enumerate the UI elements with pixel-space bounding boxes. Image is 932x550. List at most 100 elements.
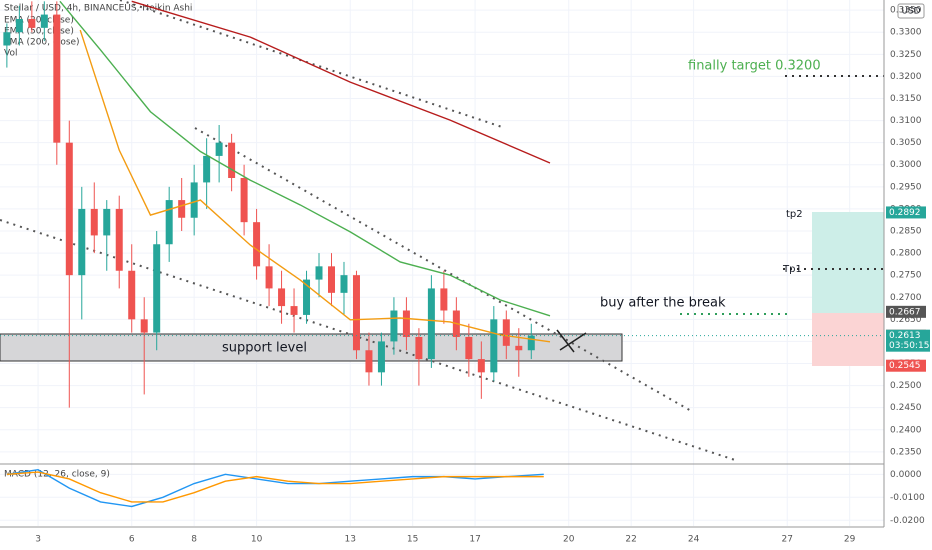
- candle-body: [153, 244, 161, 333]
- candle-body: [352, 275, 360, 351]
- tp2-label: tp2: [786, 209, 803, 220]
- y-tick-label: 0.3100: [890, 116, 922, 126]
- candle-body: [128, 270, 136, 320]
- candle-body: [515, 345, 523, 351]
- candle-body: [365, 350, 373, 373]
- x-tick-label: 27: [782, 535, 793, 545]
- candle-body: [402, 310, 410, 338]
- candle-body: [290, 306, 298, 315]
- ema-line: [79, 29, 551, 343]
- x-tick-label: 13: [345, 535, 356, 545]
- cross-drawing: [556, 329, 587, 353]
- x-tick-label: 8: [191, 535, 197, 545]
- x-tick-label: 22: [625, 535, 636, 545]
- candle-body: [78, 208, 86, 276]
- candle-body: [3, 32, 11, 46]
- candle-body: [390, 310, 398, 342]
- candle-body: [53, 14, 61, 143]
- x-tick-label: 10: [251, 535, 263, 545]
- candle-body: [115, 208, 123, 271]
- candle-body: [65, 142, 73, 276]
- y-tick-label: 0.3200: [890, 72, 922, 82]
- y-tick-label: 0.2500: [890, 381, 922, 391]
- candle-body: [215, 142, 223, 156]
- candle-body: [465, 337, 473, 360]
- candle-body: [415, 337, 423, 360]
- candle-body: [190, 182, 198, 218]
- indicator-label: Vol: [4, 49, 17, 59]
- y-tick-label: 0.2700: [890, 293, 922, 303]
- candle-body: [278, 288, 286, 307]
- macd-line: [6, 471, 544, 503]
- x-tick-label: 15: [407, 535, 418, 545]
- candle-body: [340, 275, 348, 293]
- loss-zone: [812, 313, 884, 366]
- candle-body: [203, 155, 211, 183]
- ema-line: [59, 0, 551, 317]
- candle-body: [253, 222, 261, 267]
- y-tick-label: -0.0100: [890, 493, 925, 503]
- profit-zone: [812, 212, 884, 313]
- price-label-box: [886, 359, 926, 372]
- candle-body: [502, 319, 510, 346]
- price-label: 0.2892: [889, 208, 921, 218]
- candle-body: [490, 319, 498, 373]
- indicator-label: EMA (20, close): [4, 16, 74, 26]
- candle-body: [178, 200, 186, 218]
- support-label: support level: [222, 341, 307, 356]
- candle-body: [103, 208, 111, 236]
- currency[interactable]: USD: [901, 7, 920, 17]
- trendline: [0, 219, 736, 461]
- chart-title: Stellar / USD, 4h, BINANCEUS, Heikin Ash…: [4, 4, 192, 14]
- y-tick-label: 0.2650: [890, 315, 922, 325]
- tp1-label: Tp1: [782, 264, 802, 275]
- trendline: [194, 127, 694, 413]
- price-label: 0.2545: [889, 361, 921, 371]
- y-tick-label: 0.3000: [890, 160, 922, 170]
- candle-body: [140, 319, 148, 333]
- x-tick-label: 3: [35, 535, 41, 545]
- last-price-box: [886, 329, 930, 352]
- price-label-box: [886, 206, 926, 219]
- y-tick-label: 0.3300: [890, 28, 922, 38]
- ema-line: [131, 0, 551, 164]
- y-tick-label: 0.3250: [890, 50, 922, 60]
- y-tick-label: 0.0000: [890, 470, 922, 480]
- indicator-label: EMA (50, close): [4, 27, 74, 37]
- y-tick-label: 0.2850: [890, 227, 922, 237]
- x-tick-label: 29: [844, 535, 856, 545]
- y-tick-label: 0.2450: [890, 403, 922, 413]
- candle-body: [477, 359, 485, 373]
- y-tick-label: 0.2950: [890, 182, 922, 192]
- x-tick-label: 20: [563, 535, 575, 545]
- y-tick-label: 0.2800: [890, 249, 922, 259]
- y-tick-label: 0.3050: [890, 138, 922, 148]
- candle-body: [228, 142, 236, 178]
- target-label: finally target 0.3200: [688, 59, 821, 74]
- price-label: 0.2667: [889, 307, 921, 317]
- candle-body: [303, 279, 311, 315]
- candle-body: [315, 266, 323, 280]
- candle-body: [377, 341, 385, 373]
- x-tick-label: 17: [469, 535, 480, 545]
- candle-body: [427, 288, 435, 360]
- candle-body: [527, 335, 535, 351]
- candle-body: [90, 208, 98, 236]
- grid: [0, 0, 884, 526]
- y-tick-label: 0.3150: [890, 94, 922, 104]
- buy-label: buy after the break: [600, 296, 726, 311]
- candle-body: [165, 200, 173, 245]
- candle-body: [28, 18, 36, 28]
- currency-box[interactable]: [897, 3, 925, 19]
- candle-body: [328, 266, 335, 293]
- x-tick-label: 24: [688, 535, 700, 545]
- y-tick-label: 0.3350: [890, 6, 922, 16]
- y-tick-label: 0.2400: [890, 425, 922, 435]
- candle-body: [440, 288, 448, 311]
- x-tick-label: 6: [129, 535, 135, 545]
- candle-body: [40, 14, 48, 28]
- last-price-label: 0.2613: [889, 331, 921, 341]
- candle-body: [240, 177, 248, 223]
- y-tick-label: -0.0200: [890, 516, 925, 526]
